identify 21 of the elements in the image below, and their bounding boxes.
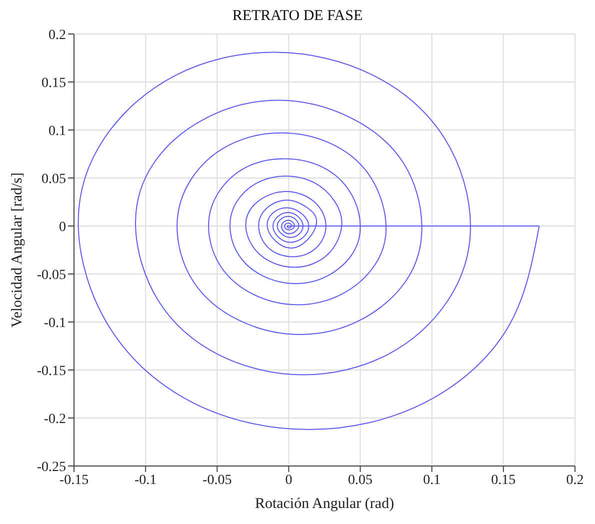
x-tick-label: 0.1 — [423, 472, 441, 488]
x-tick-label: 0 — [285, 472, 292, 488]
x-tick-label: -0.05 — [202, 472, 232, 488]
y-tick-label: -0.15 — [36, 364, 66, 379]
y-tick-label: -0.1 — [44, 316, 66, 331]
x-tick-label: -0.15 — [59, 472, 89, 488]
y-tick-label: -0.25 — [36, 460, 66, 475]
y-tick-label: 0.05 — [42, 172, 66, 187]
x-tick-label: -0.1 — [134, 472, 157, 488]
chart-title: RETRATO DE FASE — [231, 8, 364, 24]
y-tick-label: 0 — [59, 220, 66, 235]
y-tick-label: 0.2 — [48, 28, 66, 43]
y-tick-label: -0.05 — [36, 268, 66, 283]
x-axis-title: Rotación Angular (rad) — [254, 496, 394, 512]
x-tick-label: 0.15 — [491, 472, 516, 488]
x-tick-label: 0.05 — [348, 472, 373, 488]
y-tick-label: 0.15 — [42, 76, 66, 91]
x-tick-label: 0.2 — [566, 472, 584, 488]
y-axis-title: Velocidad Angular [rad/s] — [9, 172, 26, 328]
y-tick-label: -0.2 — [44, 412, 66, 427]
y-tick-label: 0.1 — [48, 124, 66, 139]
